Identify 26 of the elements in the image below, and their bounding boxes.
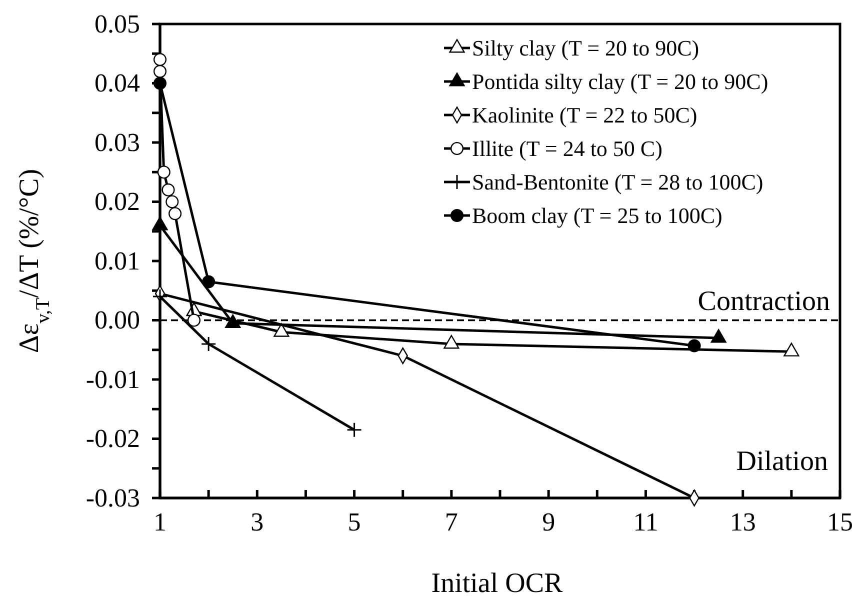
y-tick-label: 0.04 bbox=[94, 68, 140, 98]
y-tick-label: -0.01 bbox=[86, 364, 140, 394]
legend-label: Pontida silty clay (T = 20 to 90C) bbox=[472, 69, 768, 94]
y-tick-label: 0.03 bbox=[94, 128, 140, 157]
y-tick-label: -0.03 bbox=[86, 483, 140, 512]
y-tick-label: 0.01 bbox=[94, 246, 140, 276]
x-tick-label: 11 bbox=[633, 507, 658, 536]
y-tick-label: 0.02 bbox=[94, 187, 140, 216]
annotation: Dilation bbox=[736, 446, 828, 477]
x-tick-label: 3 bbox=[250, 507, 264, 536]
legend-label: Kaolinite (T = 22 to 50C) bbox=[472, 102, 698, 128]
x-tick-label: 13 bbox=[730, 507, 756, 536]
y-tick-label: 0.05 bbox=[94, 9, 140, 38]
y-tick-label: -0.02 bbox=[86, 424, 140, 454]
x-tick-label: 15 bbox=[827, 507, 853, 536]
legend-label: Silty clay (T = 20 to 90C) bbox=[472, 36, 700, 61]
annotation: Contraction bbox=[698, 286, 830, 317]
x-axis-title: Initial OCR bbox=[431, 568, 564, 599]
x-tick-label: 9 bbox=[542, 507, 556, 536]
y-tick-label: 0.00 bbox=[94, 306, 140, 335]
legend-label: Boom clay (T = 25 to 100C) bbox=[472, 203, 722, 228]
legend-label: Illite (T = 24 to 50 C) bbox=[472, 136, 662, 162]
x-tick-label: 5 bbox=[348, 507, 361, 536]
x-tick-label: 7 bbox=[444, 507, 458, 536]
x-tick-label: 1 bbox=[154, 507, 166, 536]
legend-label: Sand-Bentonite (T = 28 to 100C) bbox=[472, 170, 764, 195]
